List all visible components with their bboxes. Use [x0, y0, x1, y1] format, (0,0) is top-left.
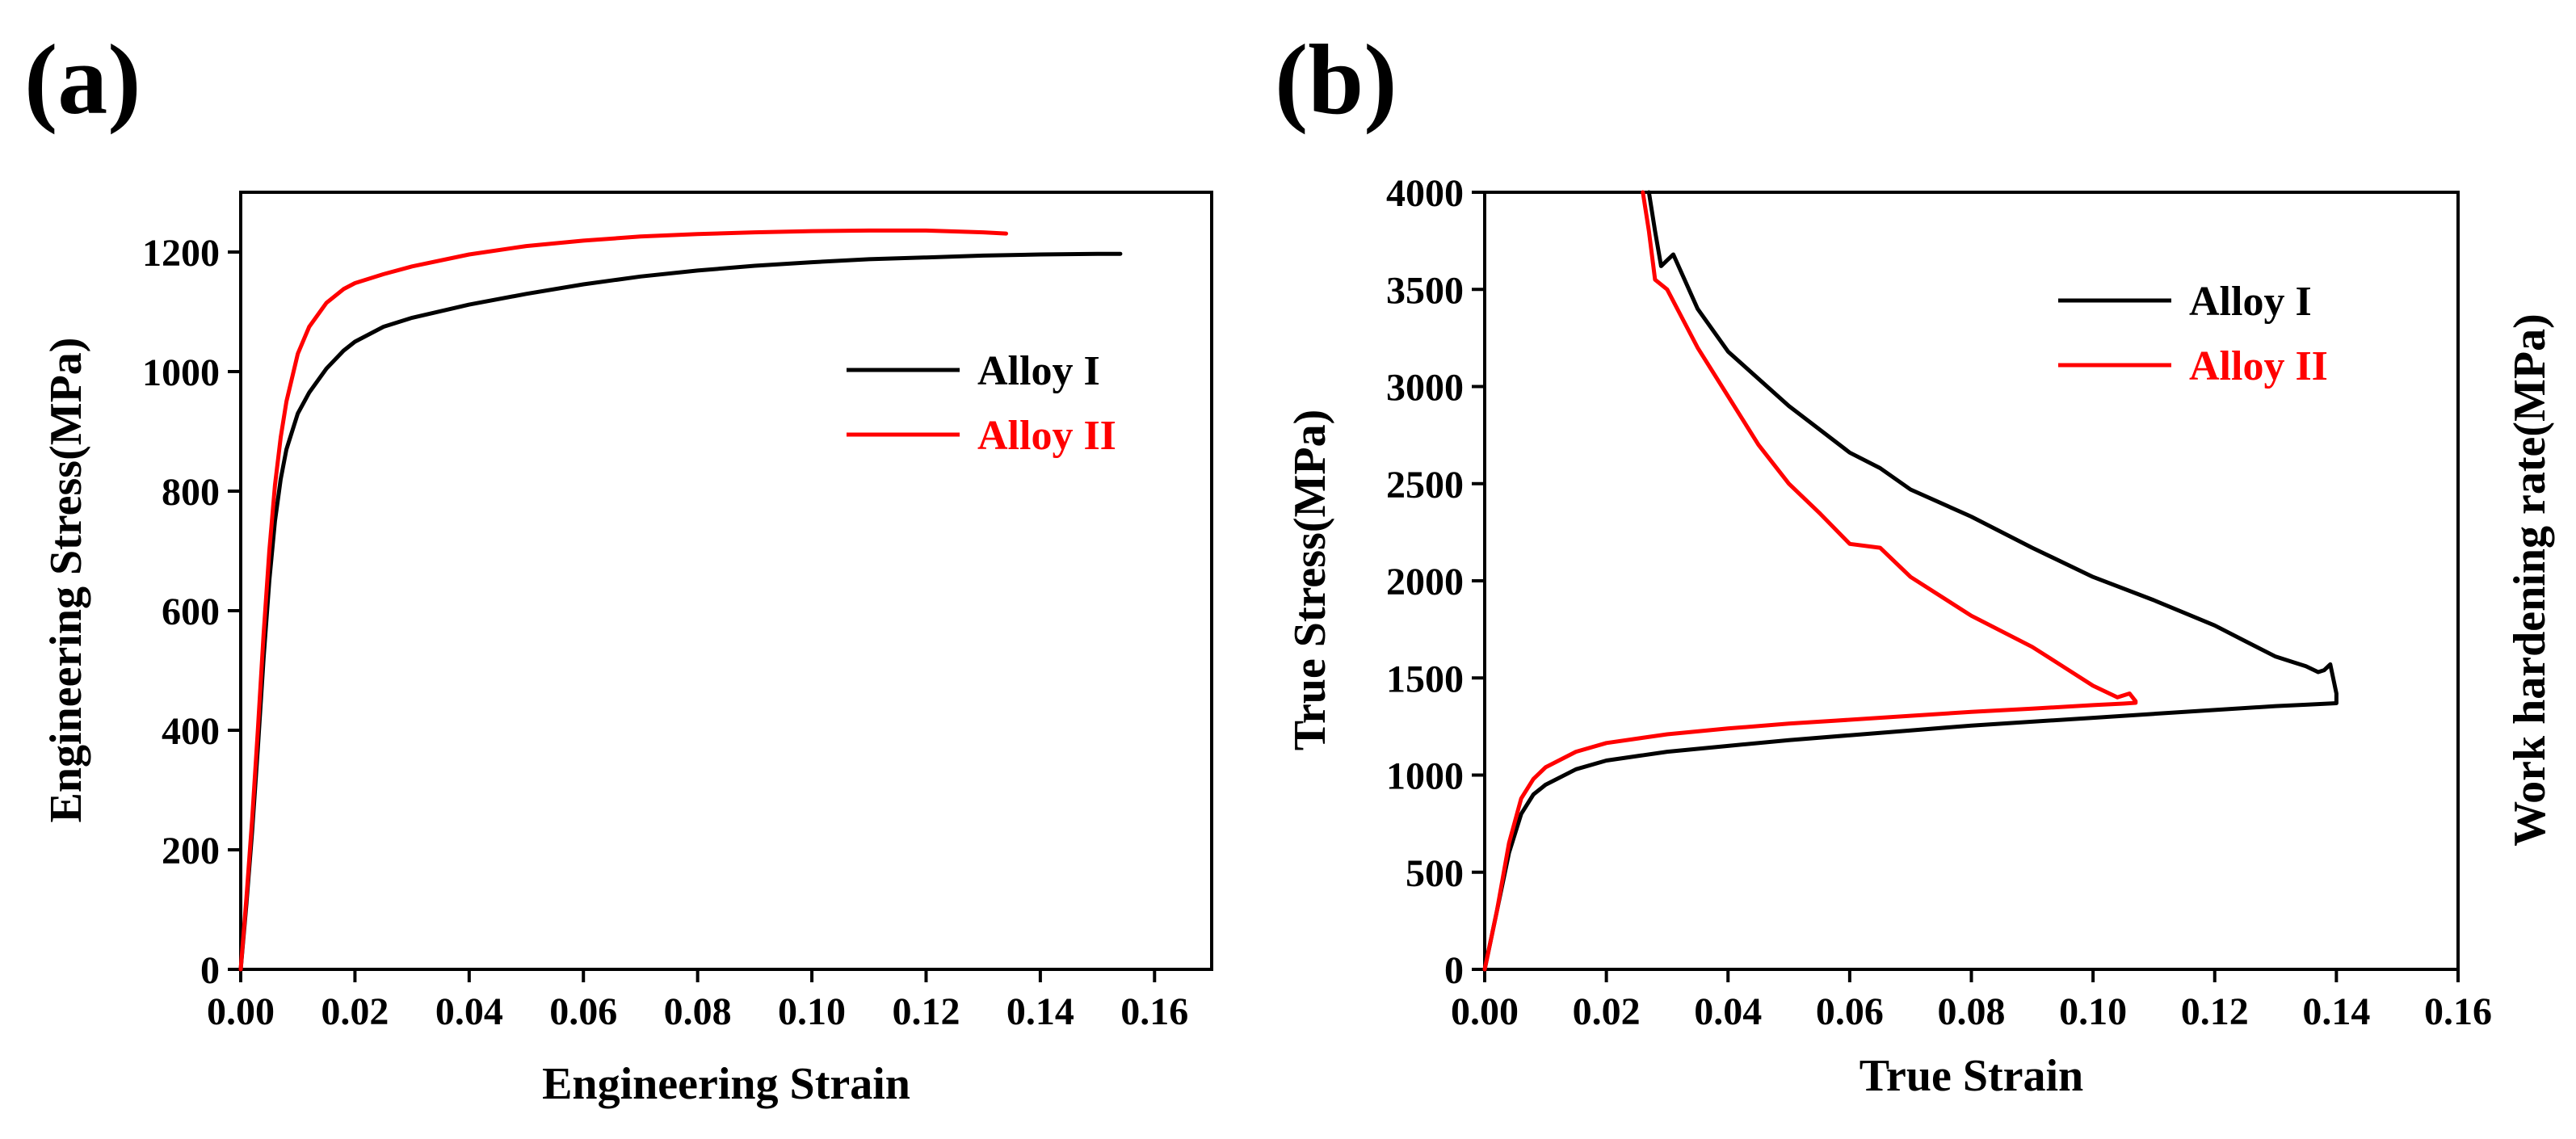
y-axis-label-right: Work hardening rate(MPa)	[2505, 313, 2555, 846]
y-tick-label: 500	[1406, 852, 1464, 895]
x-tick-label: 0.06	[1816, 990, 1884, 1033]
legend-label: Alloy II	[977, 413, 1116, 459]
y-tick-label: 1500	[1386, 658, 1464, 700]
y-tick-label: 200	[162, 830, 220, 872]
series-line-alloy-ii	[238, 228, 1008, 972]
x-tick-label: 0.12	[2181, 990, 2249, 1033]
y-tick-label: 0	[1444, 949, 1464, 992]
x-tick-label: 0.14	[1006, 990, 1074, 1033]
x-tick-label: 0.04	[1694, 990, 1762, 1033]
x-tick-label: 0.00	[207, 990, 275, 1033]
panel-label: (a)	[24, 24, 141, 135]
x-tick-label: 0.12	[892, 990, 960, 1033]
y-axis-label: True Stress(MPa)	[1285, 410, 1335, 751]
y-tick-label: 4000	[1386, 172, 1464, 215]
x-tick-label: 0.08	[1938, 990, 2006, 1033]
y-tick-label: 1000	[1386, 755, 1464, 798]
legend: Alloy I Alloy II	[2058, 279, 2328, 389]
y-axis-label: Engineering Stress(MPa)	[41, 338, 91, 823]
y-tick-label: 2000	[1386, 561, 1464, 603]
x-tick-label: 0.16	[1120, 990, 1188, 1033]
x-axis-label: True Strain	[1860, 1051, 2083, 1101]
legend: Alloy I Alloy II	[847, 348, 1116, 459]
plot-frame	[1483, 191, 2460, 971]
x-tick-label: 0.16	[2424, 990, 2492, 1033]
y-tick-label: 2500	[1386, 464, 1464, 506]
y-tick-label: 3000	[1386, 367, 1464, 410]
x-tick-label: 0.08	[664, 990, 732, 1033]
panel-a: (a) 0.00 0.02 0.04 0.06 0.08 0.10 0.12 0.14 0.16 0…	[24, 24, 1213, 1109]
y-tick-label: 1200	[142, 232, 220, 275]
series-line-alloy-ii	[1482, 190, 2138, 972]
legend-label: Alloy I	[2189, 279, 2312, 325]
panel-b: (b) 0.00 0.02 0.04 0.06 0.08 0.10 0.12 0.14 0.16 0…	[1275, 24, 2555, 1101]
plot-frame	[239, 191, 1213, 971]
x-tick-label: 0.10	[2059, 990, 2127, 1033]
y-tick-label: 600	[162, 591, 220, 633]
x-tick-label: 0.04	[435, 990, 503, 1033]
x-tick-label: 0.02	[321, 990, 389, 1033]
legend-label: Alloy I	[977, 348, 1100, 394]
x-tick-label: 0.00	[1451, 990, 1519, 1033]
y-tick-label: 400	[162, 710, 220, 753]
panel-label: (b)	[1275, 24, 1397, 135]
x-tick-label: 0.14	[2302, 990, 2370, 1033]
x-tick-label: 0.06	[549, 990, 617, 1033]
y-tick-label: 1000	[142, 351, 220, 394]
x-tick-label: 0.10	[778, 990, 846, 1033]
y-tick-label: 0	[200, 949, 220, 992]
y-tick-label: 800	[162, 471, 220, 514]
y-tick-label: 3500	[1386, 269, 1464, 312]
x-axis-label: Engineering Strain	[542, 1059, 910, 1109]
series-line-alloy-i	[1482, 190, 2339, 972]
x-tick-label: 0.02	[1573, 990, 1641, 1033]
legend-label: Alloy II	[2189, 343, 2328, 389]
